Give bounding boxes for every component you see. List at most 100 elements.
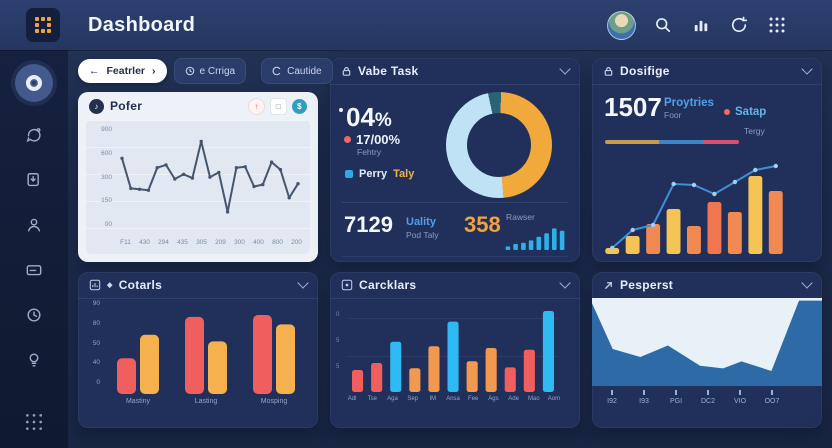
alert-mini-icon[interactable]: ↑: [248, 97, 265, 115]
sidebar-item-library[interactable]: [22, 168, 46, 192]
panel-dosifige: Dosifige 1507 Proytries Foor Satap Tergy: [592, 58, 822, 262]
sidebar: [0, 50, 68, 448]
dosifige-legend: Satap: [724, 106, 766, 118]
filter-button-crriga[interactable]: e Crriga: [173, 58, 247, 84]
secondary-stat: 17/00%: [356, 132, 401, 147]
chevron-down-icon[interactable]: [559, 63, 571, 75]
divider: [342, 202, 568, 203]
dots-grid-icon: [26, 414, 42, 430]
lock-icon: [342, 66, 351, 76]
pager-prev-icon[interactable]: ←: [89, 65, 100, 77]
total-left-caption: Pod Taly: [406, 229, 439, 240]
chevron-down-icon[interactable]: [801, 63, 813, 75]
carcklars-x-axis: Adl Tse Aga Sep IM Ansa Fee Ags Ade Mao Aom: [347, 396, 561, 402]
dosifige-combo-chart: [602, 154, 786, 254]
panel-pofer-header: ♪ Pofer ↑ □ $: [78, 92, 318, 120]
dollar-mini-icon[interactable]: $: [292, 98, 307, 114]
sidebar-item-history[interactable]: [22, 303, 46, 327]
sidebar-item-ideas[interactable]: [22, 348, 46, 372]
clock-icon: [27, 308, 41, 322]
dosifige-legend-caption: Tergy: [744, 126, 765, 136]
pager-next-icon[interactable]: ›: [152, 65, 156, 77]
dosifige-stat-caption: Foor: [664, 110, 682, 121]
pesperst-x-axis: I92 I93 PGI DC2 VIO OO7: [607, 398, 780, 405]
panel-cotarls-header: ◆ Cotarls: [78, 272, 318, 299]
top-bar: Dashboard: [0, 0, 832, 50]
gridline: [348, 318, 558, 319]
panel-pesperst: Pesperst I92 I93 PGI DC2 VIO OO7: [592, 272, 822, 428]
stat-bullet: [339, 108, 343, 112]
sidebar-item-cards[interactable]: [22, 258, 46, 282]
panel-vabe-header: Vabe Task: [330, 58, 580, 85]
search-icon[interactable]: [652, 14, 674, 36]
sidebar-item-home[interactable]: [15, 64, 53, 102]
total-right-value: 358: [464, 212, 501, 237]
panel-title: Dosifige: [620, 64, 670, 78]
divider: [342, 256, 568, 257]
user-avatar[interactable]: [607, 10, 636, 40]
total-left-value: 7129: [344, 212, 393, 237]
bulb-icon: [29, 353, 39, 367]
lock-icon: [604, 66, 613, 76]
totals-row: 7129 Uality Pod Taly 358 Rawser: [344, 208, 568, 252]
dosifige-stat-label: Proytries: [664, 97, 714, 109]
page-title: Dashboard: [88, 14, 196, 36]
panel-pesperst-header: Pesperst: [592, 272, 822, 299]
tasks-donut-chart: [446, 92, 552, 198]
note-icon: ♪: [89, 98, 104, 114]
total-right-label: Rawser: [506, 212, 535, 222]
mini-bar-chart: [504, 226, 566, 250]
progress-bar: [605, 140, 739, 144]
stat-bullet-red: [344, 136, 351, 143]
card-icon: [26, 265, 42, 276]
chat-sync-icon: [26, 128, 41, 143]
panel-title: Pofer: [110, 99, 143, 113]
clock-icon: [185, 66, 194, 76]
dot-box-icon: [341, 279, 353, 291]
chevron-down-icon[interactable]: [559, 277, 571, 289]
chart-box-icon: [89, 279, 101, 291]
pofer-y-axis: 900 600 300 150 00: [101, 126, 112, 228]
panel-cotarls: ◆ Cotarls 90 80 50 40 0 Mastiny Lasting Mospin…: [78, 272, 318, 428]
square-mini-icon[interactable]: □: [270, 97, 287, 115]
secondary-stat-caption: Fehtry: [357, 147, 382, 157]
sidebar-item-users[interactable]: [22, 213, 46, 237]
sidebar-item-sync-chat[interactable]: [22, 123, 46, 147]
cotarls-grouped-bar-chart: [104, 300, 308, 394]
filter-button-label: Cautide: [287, 65, 322, 77]
pofer-line-chart: [118, 126, 302, 230]
panel-title: Cotarls: [118, 278, 163, 292]
user-icon: [27, 218, 41, 232]
total-left-label: Uality: [406, 216, 436, 228]
panel-vabe-task: Vabe Task 04% 17/00% Fehtry Perry Taly 7…: [330, 58, 580, 262]
sidebar-apps-grid[interactable]: [0, 412, 68, 432]
arrow-up-right-icon: [605, 281, 612, 289]
donut-legend: Perry Taly: [345, 168, 414, 180]
stats-icon[interactable]: [690, 14, 712, 36]
dosifige-stat-value: 1507: [604, 92, 662, 122]
app-logo[interactable]: [26, 8, 60, 42]
diamond-icon: ◆: [107, 282, 113, 289]
panel-title: Carcklars: [359, 278, 417, 292]
panel-carcklars-header: Carcklars: [330, 272, 580, 299]
apps-grid-icon[interactable]: [766, 14, 788, 36]
chevron-down-icon[interactable]: [801, 277, 813, 289]
filters-bar: ← Featrler › e Crriga Cautide: [78, 58, 333, 84]
cotarls-x-axis: Mastiny Lasting Mosping: [125, 398, 288, 405]
logo-grid-icon: [35, 17, 51, 33]
filter-button-label: e Crriga: [199, 65, 236, 77]
target-icon: [25, 74, 43, 92]
legend-marker: [724, 109, 730, 115]
chevron-down-icon[interactable]: [297, 277, 309, 289]
pager-pill[interactable]: ← Featrler ›: [78, 59, 167, 83]
header-actions: [607, 0, 788, 50]
filter-button-cautide[interactable]: Cautide: [261, 58, 333, 84]
pofer-chart-area: 900 600 300 150 00 F11 430 294 435 305 209 300 400 8…: [86, 120, 310, 254]
legend-marker: [345, 170, 353, 178]
refresh-icon[interactable]: [728, 14, 750, 36]
pager-label: Featrler: [106, 65, 146, 77]
panel-dosifige-header: Dosifige: [592, 58, 822, 85]
